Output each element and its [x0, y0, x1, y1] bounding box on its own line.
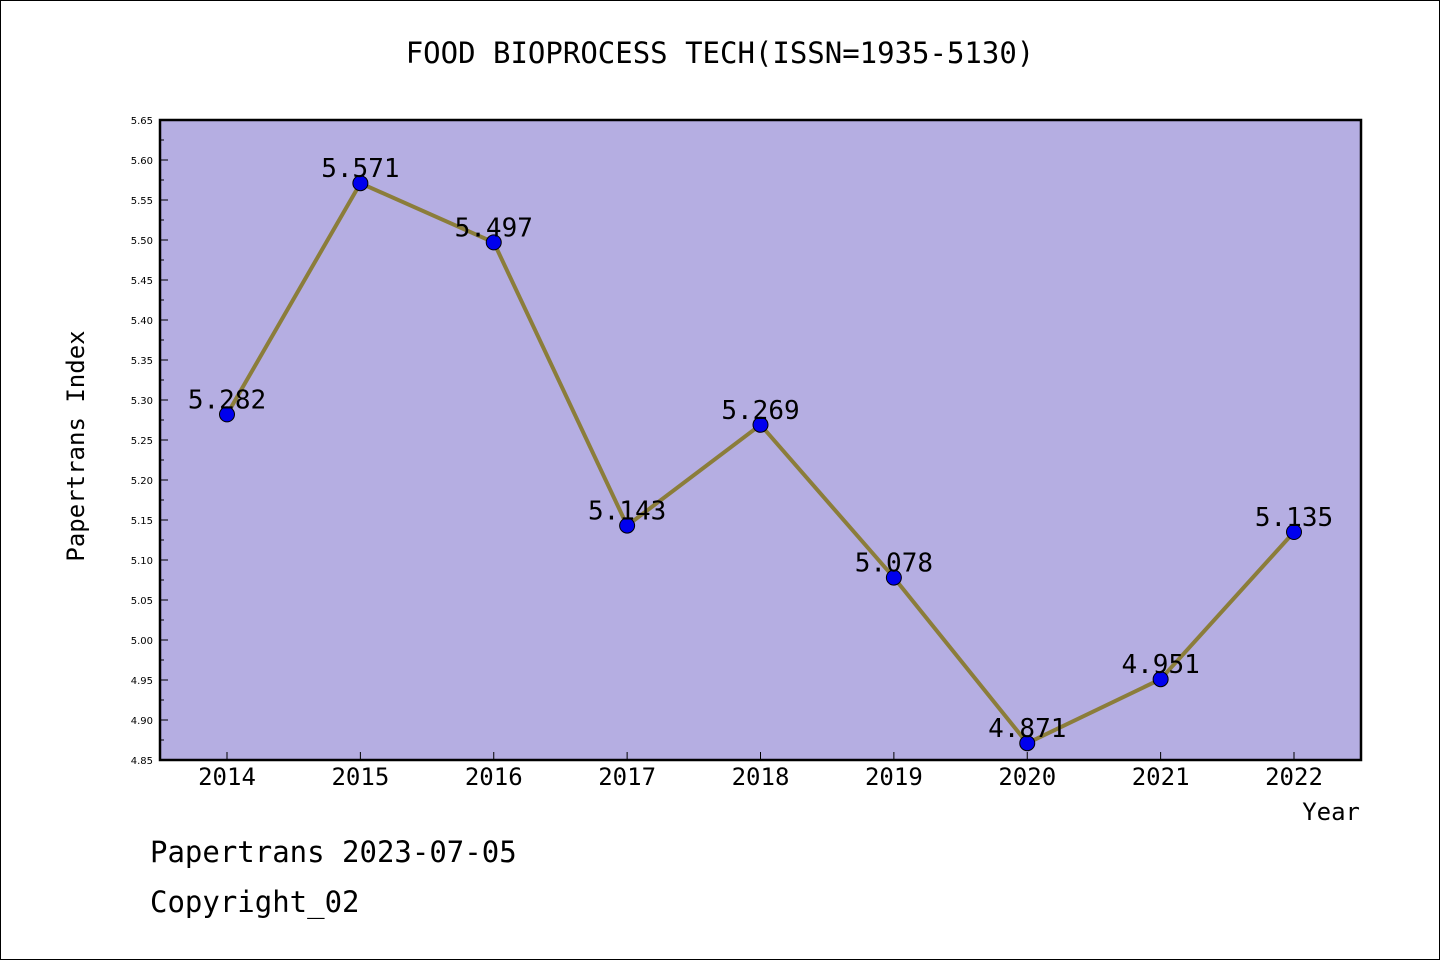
x-tick-label: 2017 [598, 763, 656, 791]
data-point [485, 234, 502, 251]
x-tick-label: 2022 [1265, 763, 1323, 791]
data-label: 4.951 [1121, 650, 1199, 680]
data-label: 4.871 [988, 714, 1066, 744]
x-tick-label: 2014 [198, 763, 256, 791]
data-point [885, 569, 902, 586]
x-axis-label: Year [1302, 798, 1360, 826]
y-tick-label: 4.85 [131, 756, 153, 767]
x-tick-label: 2016 [465, 763, 523, 791]
y-tick-label: 5.15 [131, 516, 153, 527]
y-tick-label: 5.55 [131, 196, 153, 207]
y-tick-label: 5.25 [131, 436, 153, 447]
data-label: 5.143 [588, 497, 666, 527]
chart-title: FOOD BIOPROCESS TECH(ISSN=1935-5130) [405, 36, 1035, 70]
data-label: 5.497 [455, 213, 533, 243]
y-tick-label: 5.60 [131, 156, 153, 167]
data-point [752, 416, 769, 433]
y-tick-label: 5.05 [131, 596, 153, 607]
y-tick-label: 5.35 [131, 356, 153, 367]
x-tick-label: 2021 [1132, 763, 1190, 791]
y-tick-label: 5.20 [131, 476, 153, 487]
y-tick-label: 4.95 [131, 676, 153, 687]
plot-area [160, 120, 1361, 760]
data-point [1286, 524, 1302, 540]
y-tick-label: 5.30 [131, 396, 153, 407]
data-label: 5.135 [1255, 503, 1333, 533]
data-label: 5.571 [321, 154, 399, 184]
data-label: 5.269 [721, 396, 799, 426]
footer-date: Papertrans 2023-07-05 [150, 835, 517, 869]
y-tick-label: 5.40 [131, 316, 153, 327]
data-label: 5.282 [188, 385, 266, 415]
footer-copyright: Copyright_02 [150, 885, 360, 919]
data-point [1152, 671, 1169, 688]
y-tick-label: 5.45 [131, 276, 153, 287]
plot-border [158, 118, 1363, 762]
data-point [619, 517, 636, 534]
y-tick-label: 4.90 [131, 716, 153, 727]
x-tick-label: 2015 [331, 763, 389, 791]
x-tick-label: 2018 [732, 763, 790, 791]
data-point [219, 406, 235, 423]
x-tick-label: 2020 [998, 763, 1056, 791]
y-tick-label: 5.00 [131, 636, 153, 647]
y-tick-label: 5.50 [131, 236, 153, 247]
data-label: 5.078 [855, 549, 933, 579]
data-point [352, 175, 369, 192]
y-tick-label: 5.10 [131, 556, 153, 567]
y-tick-label: 5.65 [131, 116, 153, 127]
y-axis-label: Papertrans Index [62, 330, 90, 561]
x-tick-label: 2019 [865, 763, 923, 791]
data-point [1019, 735, 1036, 752]
